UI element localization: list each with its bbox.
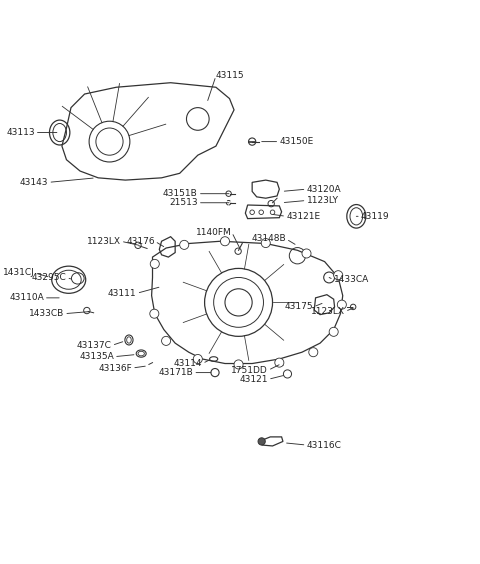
Text: 1431CJ: 1431CJ (3, 268, 35, 277)
Text: 1433CB: 1433CB (29, 309, 64, 318)
Text: 43136F: 43136F (98, 364, 132, 373)
Text: 43295C: 43295C (32, 273, 66, 282)
Text: 43120A: 43120A (307, 184, 341, 193)
Text: 1123LX: 1123LX (311, 307, 345, 316)
Text: 43137C: 43137C (77, 341, 112, 350)
Circle shape (334, 271, 343, 280)
Text: 1433CA: 1433CA (334, 275, 369, 284)
Text: 43116C: 43116C (307, 440, 341, 450)
Text: 43115: 43115 (216, 72, 244, 81)
Circle shape (329, 327, 338, 336)
Text: 43110A: 43110A (9, 293, 44, 302)
Circle shape (162, 336, 170, 345)
Circle shape (302, 249, 311, 258)
Circle shape (150, 309, 159, 318)
Text: 43135A: 43135A (79, 352, 114, 361)
Text: 43176: 43176 (126, 237, 155, 246)
Text: 43175: 43175 (285, 302, 313, 311)
Circle shape (337, 300, 347, 309)
Text: 43171B: 43171B (158, 368, 193, 377)
Circle shape (150, 259, 159, 268)
Circle shape (261, 239, 270, 248)
Text: 21513: 21513 (169, 198, 198, 207)
Text: 43121: 43121 (240, 375, 268, 384)
Circle shape (234, 360, 243, 369)
Circle shape (220, 237, 229, 246)
Circle shape (193, 354, 203, 364)
Circle shape (180, 240, 189, 249)
Text: 43111: 43111 (108, 289, 137, 298)
Circle shape (309, 347, 318, 357)
Text: 43151B: 43151B (163, 189, 198, 198)
Text: 1751DD: 1751DD (231, 366, 268, 375)
Text: 43114: 43114 (174, 359, 203, 368)
Circle shape (258, 438, 265, 445)
Circle shape (275, 358, 284, 367)
Text: 43121E: 43121E (286, 212, 320, 221)
Text: 1123LX: 1123LX (87, 237, 121, 246)
Text: 1123LY: 1123LY (307, 196, 338, 205)
Text: 43150E: 43150E (279, 137, 313, 146)
Text: 43119: 43119 (361, 212, 389, 221)
Text: 43143: 43143 (20, 178, 48, 187)
Text: 43113: 43113 (6, 128, 35, 137)
Text: 1140FM: 1140FM (196, 228, 232, 237)
Circle shape (324, 272, 335, 283)
Text: 43148B: 43148B (252, 235, 286, 244)
